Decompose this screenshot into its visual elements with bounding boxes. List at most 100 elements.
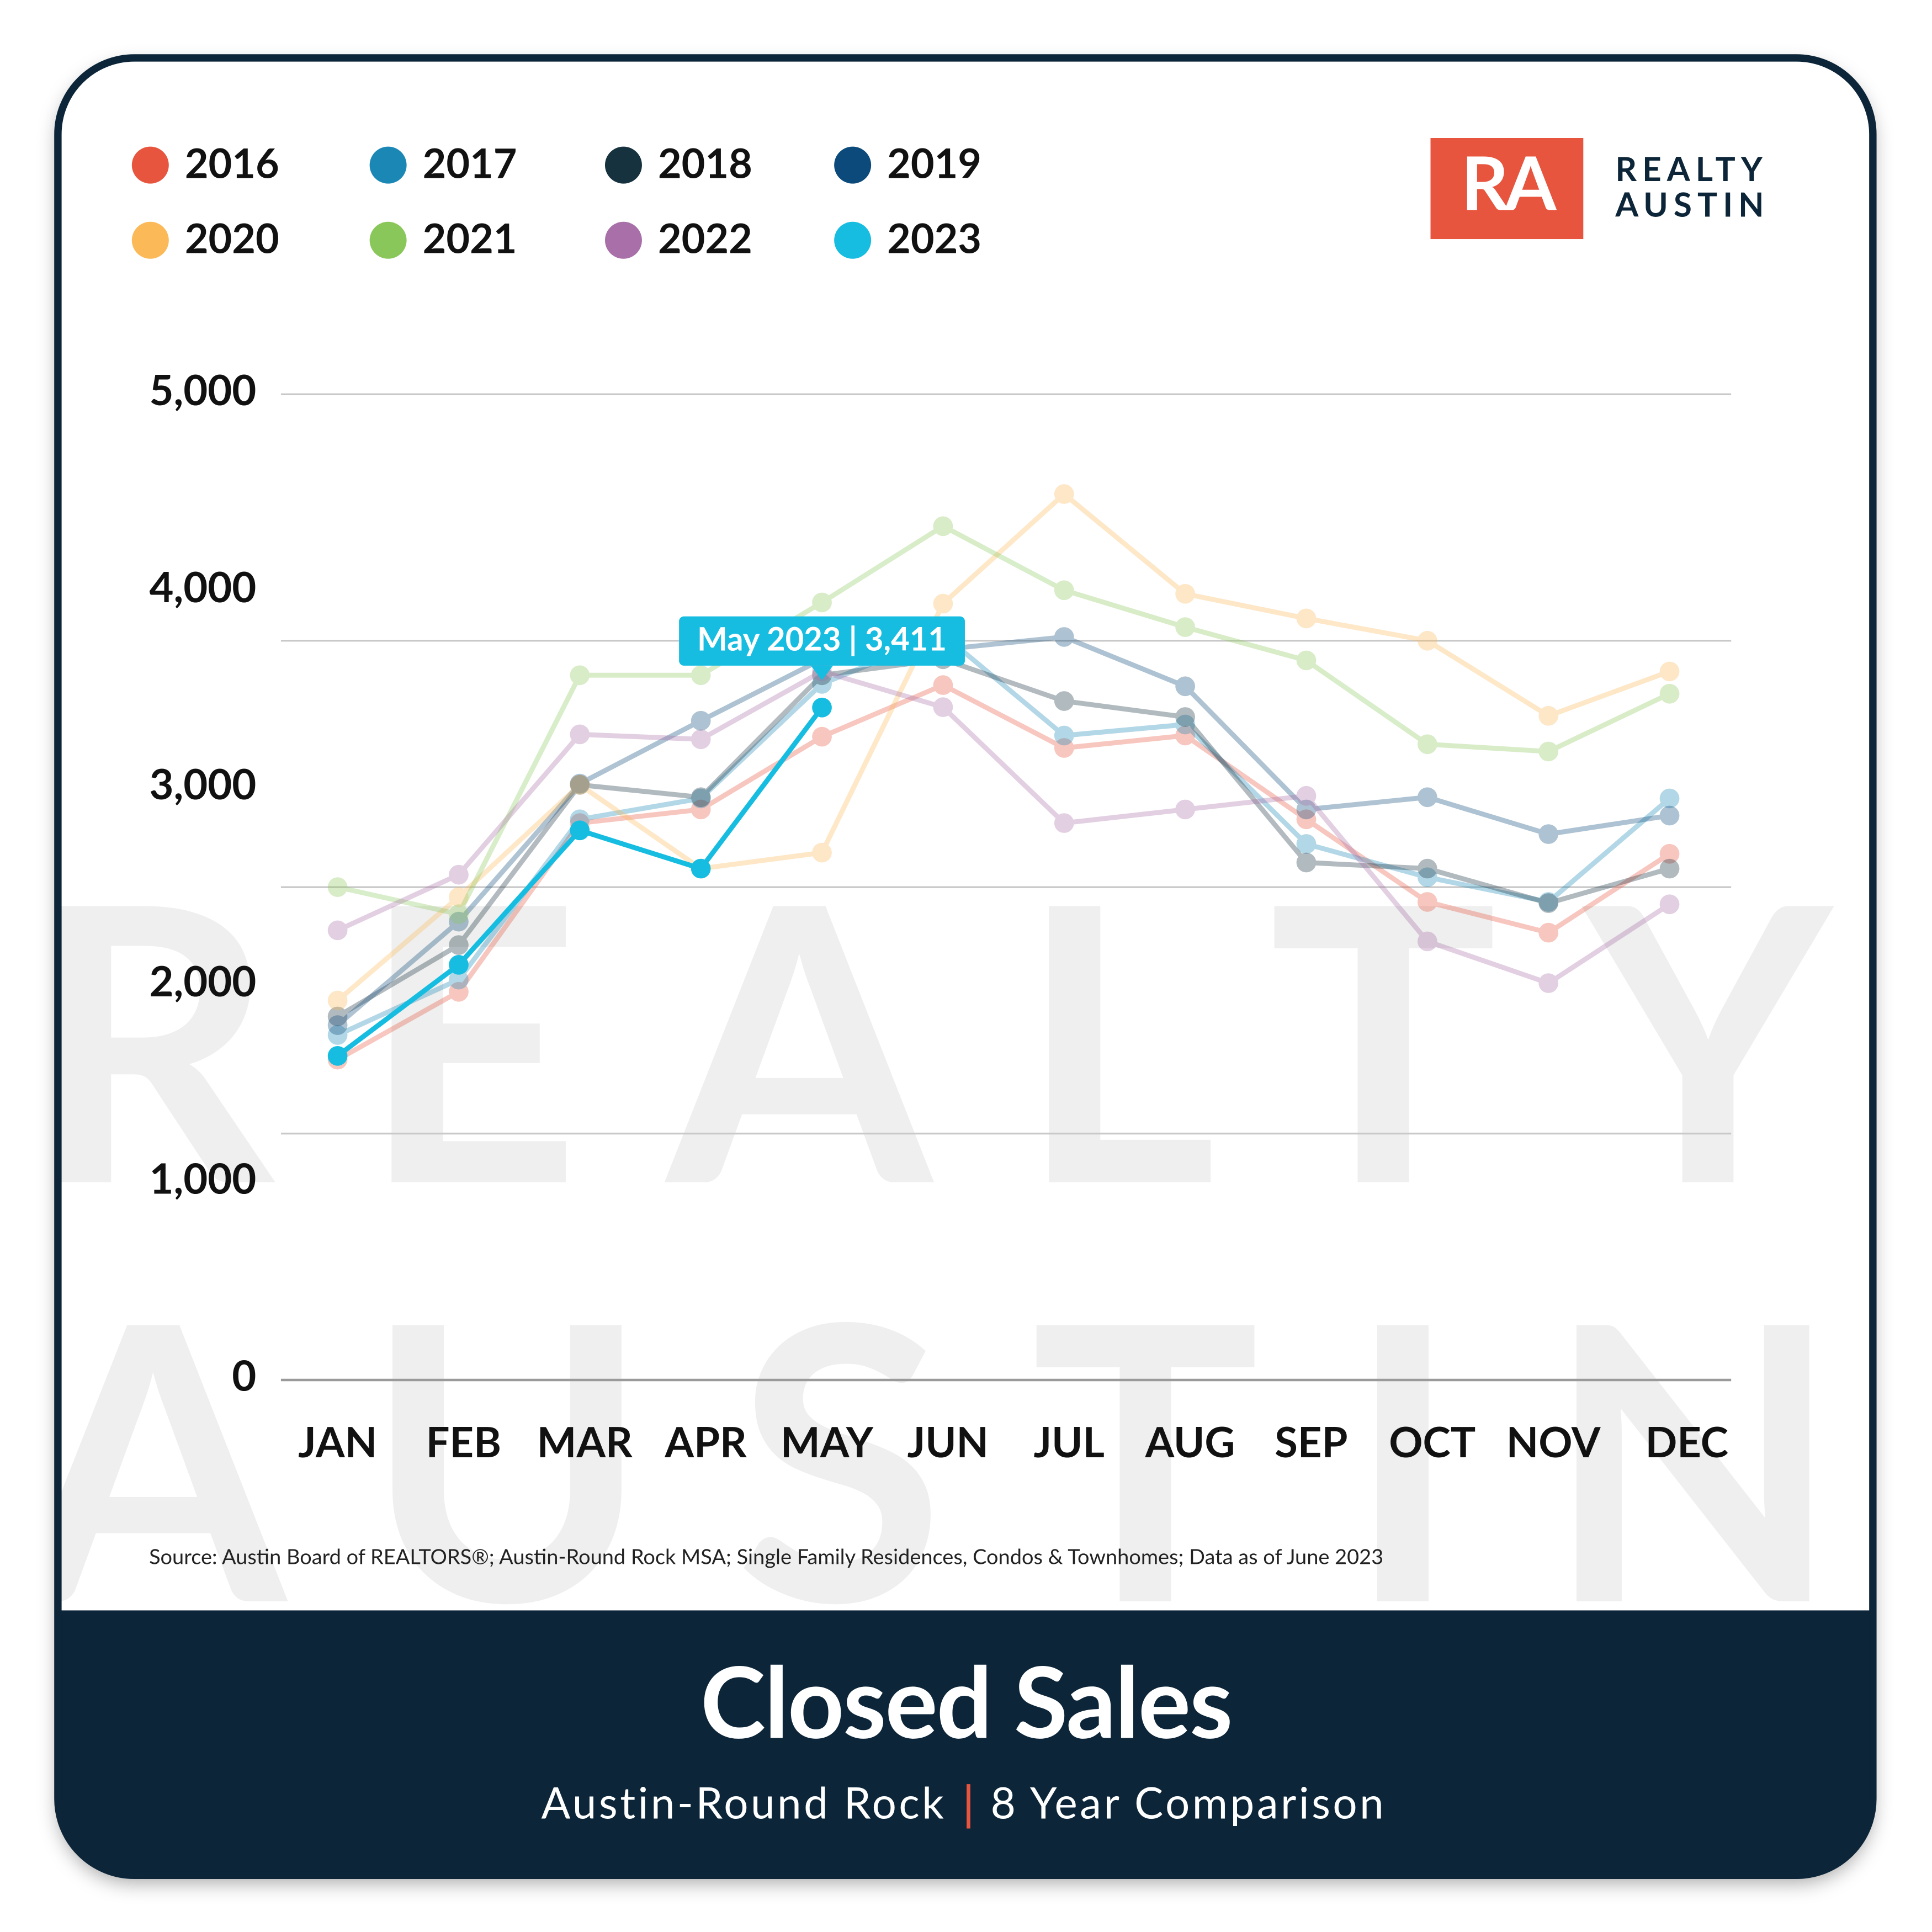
data-point [812, 592, 832, 613]
data-point [812, 842, 832, 863]
data-point [449, 911, 469, 932]
data-point [1054, 691, 1074, 711]
data-point [1175, 676, 1195, 697]
source-note: Source: Austin Board of REALTORS®; Austi… [149, 1544, 1383, 1569]
legend-swatch [369, 221, 407, 259]
x-tick-label: JUN [907, 1416, 989, 1467]
data-point [327, 920, 348, 941]
data-point [1175, 707, 1195, 727]
series [327, 516, 1680, 924]
card-border [54, 54, 1877, 1880]
legend-label: 2020 [185, 213, 279, 262]
series-line [336, 491, 1671, 1002]
data-point [1659, 683, 1680, 704]
logo-mark: RA [1461, 137, 1557, 226]
data-point [812, 697, 832, 718]
series-line [336, 632, 1671, 1038]
data-point [449, 887, 469, 907]
annotation-text: May 2023 | 3,411 [697, 619, 947, 657]
data-point [1175, 714, 1195, 735]
y-tick-label: 5,000 [149, 364, 256, 415]
data-point [691, 787, 711, 808]
data-point [1175, 583, 1195, 604]
watermark-text: AUSTIN [14, 1225, 1926, 1683]
x-tick-label: JAN [298, 1416, 377, 1467]
legend-swatch [131, 221, 169, 259]
data-point [1659, 858, 1680, 879]
legend-label: 2023 [887, 213, 981, 262]
data-point [570, 773, 590, 794]
legend-label: 2018 [658, 137, 752, 187]
chart-subtitle: 8 Year Comparison [991, 1776, 1387, 1828]
data-point [449, 935, 469, 955]
data-point [570, 820, 590, 841]
title-band [57, 1610, 1873, 1876]
x-tick-label: MAR [537, 1416, 633, 1467]
series [327, 624, 1680, 1045]
x-tick-label: MAY [781, 1416, 874, 1467]
data-point [1175, 725, 1195, 746]
annotation-pointer [810, 665, 834, 681]
data-point [1659, 805, 1680, 826]
data-point [1296, 799, 1317, 820]
series-line [336, 668, 1671, 986]
data-point [933, 593, 953, 614]
x-tick-label: DEC [1646, 1416, 1728, 1467]
data-point [1417, 858, 1437, 879]
data-point [570, 665, 590, 686]
data-point [1175, 617, 1195, 637]
data-point [1659, 661, 1680, 682]
legend-label: 2016 [185, 137, 279, 187]
x-tick-label: FEB [426, 1416, 502, 1467]
x-tick-label: AUG [1145, 1416, 1235, 1467]
y-tick-label: 2,000 [149, 956, 256, 1006]
legend-swatch [834, 221, 872, 259]
data-point [1054, 813, 1074, 833]
x-tick-label: OCT [1389, 1416, 1475, 1467]
data-point [1054, 580, 1074, 601]
chart-title: Closed Sales [700, 1641, 1232, 1759]
y-tick-label: 4,000 [149, 561, 256, 612]
data-point [812, 674, 832, 694]
data-point [1417, 892, 1437, 912]
data-point [570, 774, 590, 795]
watermark-text: REALTY [29, 806, 1918, 1264]
data-point [933, 697, 953, 717]
data-point [691, 799, 711, 820]
x-tick-label: JUL [1034, 1416, 1105, 1467]
data-point [1659, 894, 1680, 915]
data-point [1538, 705, 1559, 726]
data-point [1417, 630, 1437, 651]
data-point [1417, 867, 1437, 888]
legend-swatch [131, 146, 169, 184]
data-point [449, 981, 469, 1002]
data-point [1054, 738, 1074, 758]
data-point [933, 516, 953, 537]
x-tick-label: APR [664, 1416, 747, 1467]
series-line [336, 634, 1670, 1027]
data-point [1417, 787, 1437, 808]
annotation-box [679, 616, 965, 666]
series [327, 484, 1680, 1011]
data-point [1538, 741, 1559, 762]
data-point [449, 864, 469, 885]
legend-swatch [369, 146, 407, 184]
data-point [1417, 734, 1437, 755]
data-point [691, 858, 711, 879]
plot: 0 1,000 2,000 3,000 4,000 5,000 JAN FEB MAR APR MA… [149, 364, 1732, 1467]
series-line [336, 656, 1670, 1019]
card [57, 57, 1873, 1876]
x-tick-label: NOV [1506, 1416, 1601, 1467]
data-point [1296, 608, 1317, 629]
series [327, 697, 832, 1066]
data-point [1296, 809, 1317, 830]
legend-swatch [604, 146, 642, 184]
data-point [1659, 788, 1680, 809]
data-point [1538, 892, 1559, 912]
data-point [570, 724, 590, 745]
chart-subtitle: Austin-Round Rock [542, 1776, 947, 1828]
data-point [691, 788, 711, 809]
data-point [1417, 931, 1437, 952]
